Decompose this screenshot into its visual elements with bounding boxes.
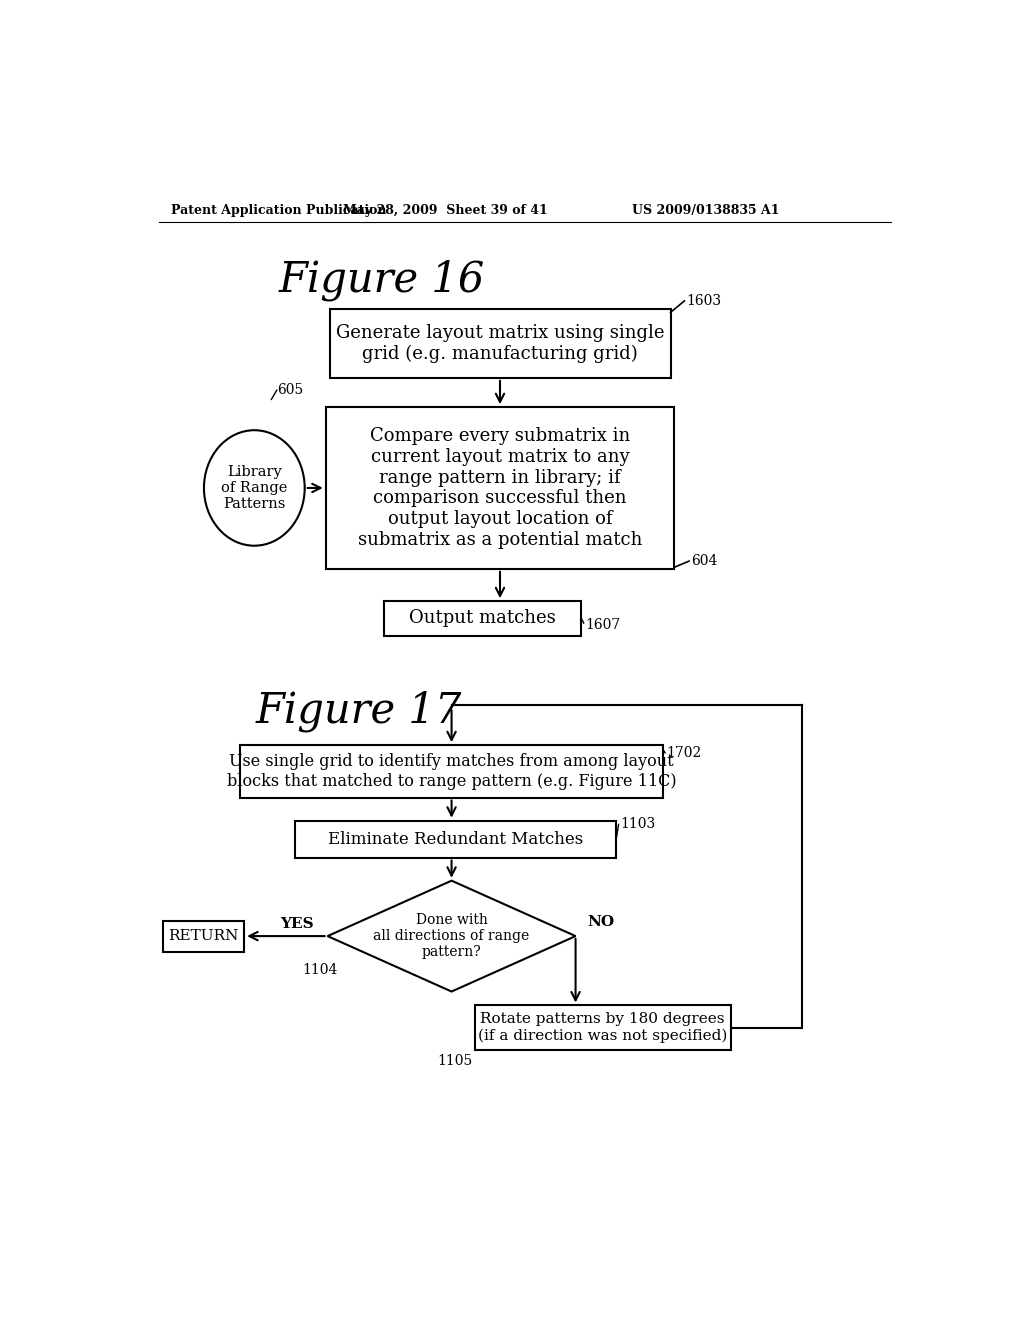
FancyBboxPatch shape: [384, 601, 582, 636]
Text: 1103: 1103: [621, 817, 655, 832]
Text: Patent Application Publication: Patent Application Publication: [171, 205, 386, 218]
Text: 1607: 1607: [586, 618, 621, 632]
Text: 1105: 1105: [437, 1053, 472, 1068]
Text: Library
of Range
Patterns: Library of Range Patterns: [221, 465, 288, 511]
FancyBboxPatch shape: [326, 407, 675, 569]
FancyBboxPatch shape: [295, 821, 616, 858]
Text: US 2009/0138835 A1: US 2009/0138835 A1: [632, 205, 779, 218]
FancyBboxPatch shape: [475, 1006, 730, 1051]
Text: Compare every submatrix in
current layout matrix to any
range pattern in library: Compare every submatrix in current layou…: [357, 426, 642, 549]
Text: Eliminate Redundant Matches: Eliminate Redundant Matches: [328, 830, 583, 847]
Text: 1702: 1702: [667, 746, 701, 760]
Polygon shape: [328, 880, 575, 991]
Text: Done with
all directions of range
pattern?: Done with all directions of range patter…: [374, 913, 529, 960]
Text: 1104: 1104: [302, 964, 338, 977]
Text: May 28, 2009  Sheet 39 of 41: May 28, 2009 Sheet 39 of 41: [343, 205, 548, 218]
Text: YES: YES: [280, 917, 313, 931]
Ellipse shape: [204, 430, 305, 545]
Text: NO: NO: [587, 915, 614, 929]
Text: Generate layout matrix using single
grid (e.g. manufacturing grid): Generate layout matrix using single grid…: [336, 323, 665, 363]
Text: Figure 17: Figure 17: [256, 690, 462, 733]
FancyBboxPatch shape: [163, 921, 245, 952]
Text: Figure 16: Figure 16: [280, 259, 485, 301]
Text: 605: 605: [276, 383, 303, 397]
Text: RETURN: RETURN: [168, 929, 239, 942]
Text: 604: 604: [690, 554, 717, 568]
Text: 1603: 1603: [686, 294, 721, 308]
FancyBboxPatch shape: [241, 744, 663, 797]
Text: Output matches: Output matches: [410, 610, 556, 627]
Text: Use single grid to identify matches from among layout
blocks that matched to ran: Use single grid to identify matches from…: [226, 752, 677, 789]
FancyBboxPatch shape: [330, 309, 671, 378]
Text: Rotate patterns by 180 degrees
(if a direction was not specified): Rotate patterns by 180 degrees (if a dir…: [478, 1012, 727, 1043]
